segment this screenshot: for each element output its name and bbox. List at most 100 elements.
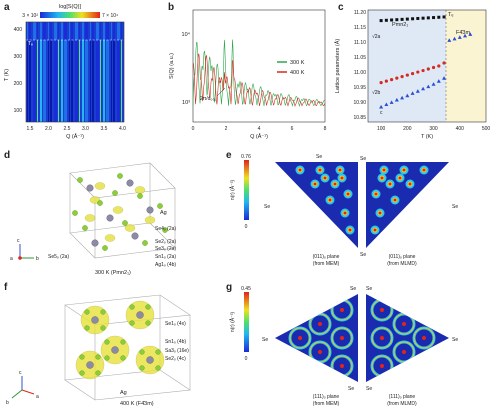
sn-atom <box>91 239 99 247</box>
xtick-b: 4 <box>258 126 261 132</box>
axis-c-f: c <box>19 370 22 376</box>
heatmap-stripe <box>61 40 63 122</box>
data-point-2 <box>379 104 384 109</box>
legend-label-300: 300 K <box>290 60 305 66</box>
density-peak <box>374 192 378 196</box>
colorbar-e <box>244 160 249 220</box>
data-point-2 <box>431 82 436 86</box>
heatmap-panel-a: log[S(Q)] 3 × 10² 7 × 10⁴ Tₑ T (K) 400 30… <box>4 4 126 140</box>
xtick-c: 400 <box>456 126 465 132</box>
data-point-1 <box>426 67 430 71</box>
y-ticks-a: 400 300 200 100 <box>14 27 23 114</box>
panel-label-a: a <box>4 2 10 13</box>
se-atom <box>142 240 148 246</box>
data-point-1 <box>431 65 436 70</box>
colorbar-a <box>40 12 100 18</box>
heatmap-stripe-top <box>79 22 80 40</box>
heatmap-stripe <box>33 40 36 122</box>
data-point-2 <box>436 79 441 83</box>
heatmap-stripe <box>103 40 105 122</box>
se-atom <box>104 355 110 361</box>
data-point-3 <box>452 36 457 41</box>
atoms-f <box>75 300 165 380</box>
se-atom <box>139 349 145 355</box>
heatmap-stripe-top <box>54 22 57 40</box>
colorbar-g-top: 0.45 <box>241 286 251 292</box>
se-atom <box>122 220 128 226</box>
heatmap-frame <box>25 21 125 123</box>
axis-b-d: b <box>36 256 39 262</box>
caption-g-left-1: (111)ₒ plane <box>313 394 340 400</box>
sn-atom <box>146 206 154 214</box>
panel-label-c: c <box>338 2 344 13</box>
data-point-1 <box>416 70 420 74</box>
data-point-1 <box>400 74 404 79</box>
se-atom <box>97 200 103 206</box>
se-atom <box>112 190 118 196</box>
heatmap-stripe <box>117 40 120 122</box>
se-atom <box>145 320 151 326</box>
x-ticks-b: 0 2 4 6 8 <box>192 126 327 132</box>
heatmap-stripe-top <box>92 22 94 40</box>
data-point-3 <box>468 32 473 36</box>
phase-low-label: Pmn2₁ <box>392 22 408 28</box>
density-peak <box>348 228 352 232</box>
data-point-0 <box>426 16 430 20</box>
axes-triad-f: c b a <box>6 370 39 406</box>
colorbar-e-bottom: 0 <box>245 224 248 230</box>
xtick-a: 2.5 <box>64 126 71 132</box>
xtick-b: 2 <box>225 126 228 132</box>
density-peak <box>408 182 412 186</box>
panel-label-b: b <box>168 2 175 13</box>
ag-density-blob <box>124 224 136 232</box>
plot-frame-b <box>192 9 326 123</box>
corner-label-g5: Se <box>348 386 354 392</box>
heatmap-stripe <box>50 40 52 122</box>
heatmap-stripe <box>75 40 78 122</box>
xtick-c: 200 <box>403 126 412 132</box>
corner-label-e4: Se <box>452 204 458 210</box>
xtick-a: 3.5 <box>101 126 108 132</box>
data-point-1 <box>410 71 415 76</box>
se-atom <box>104 339 110 345</box>
se-atom <box>100 325 106 331</box>
heatmap-stripe <box>111 40 112 122</box>
se-atom <box>95 354 101 360</box>
density-ring-inner <box>331 327 353 349</box>
density-peak <box>318 168 322 172</box>
data-point-2 <box>400 95 405 100</box>
data-point-1 <box>437 64 441 68</box>
data-point-2 <box>384 102 389 107</box>
y-ticks-c: 11.20 11.15 11.10 11.05 11.00 10.95 10.90 10.85 <box>353 10 366 121</box>
panel-label-d: d <box>4 150 11 161</box>
heatmap-stripe-top <box>103 22 105 40</box>
corner-label-g2: Se <box>366 286 372 292</box>
se-atom <box>145 304 151 310</box>
heatmap-stripe-top <box>90 22 91 40</box>
ag-density-blob <box>134 186 146 194</box>
density-panel-g: 0.45 0 n(r) (Å⁻³) Se Se Se Se Se Se (111… <box>229 286 458 407</box>
series-label-c: c <box>380 110 383 116</box>
heatmap-stripe-top <box>43 22 46 40</box>
heatmap-area <box>26 22 124 122</box>
atom-label-se1: Se1ₒ (4x) <box>165 321 186 327</box>
sn-atom <box>146 356 154 364</box>
density-peak <box>333 182 337 186</box>
heatmap-stripe <box>43 40 46 122</box>
se-atom <box>84 309 90 315</box>
density-peak <box>328 198 332 202</box>
data-point-2 <box>426 84 431 89</box>
caption-g-left-2: (from MEM) <box>313 401 340 407</box>
density-ring-inner <box>289 327 311 349</box>
heatmap-stripe-top <box>71 22 73 40</box>
se-atom <box>157 203 163 209</box>
density-peak <box>380 336 384 340</box>
caption-g-right-1: (111)ₒ plane <box>389 394 416 400</box>
heatmap-stripe-top <box>96 22 99 40</box>
ytick-a: 400 <box>14 27 23 33</box>
heatmap-stripe <box>40 40 42 122</box>
corner-label-e1: Se <box>316 154 322 160</box>
data-point-2 <box>415 89 420 93</box>
se-atom <box>95 370 101 376</box>
colorbar-g-bottom: 0 <box>245 356 248 362</box>
